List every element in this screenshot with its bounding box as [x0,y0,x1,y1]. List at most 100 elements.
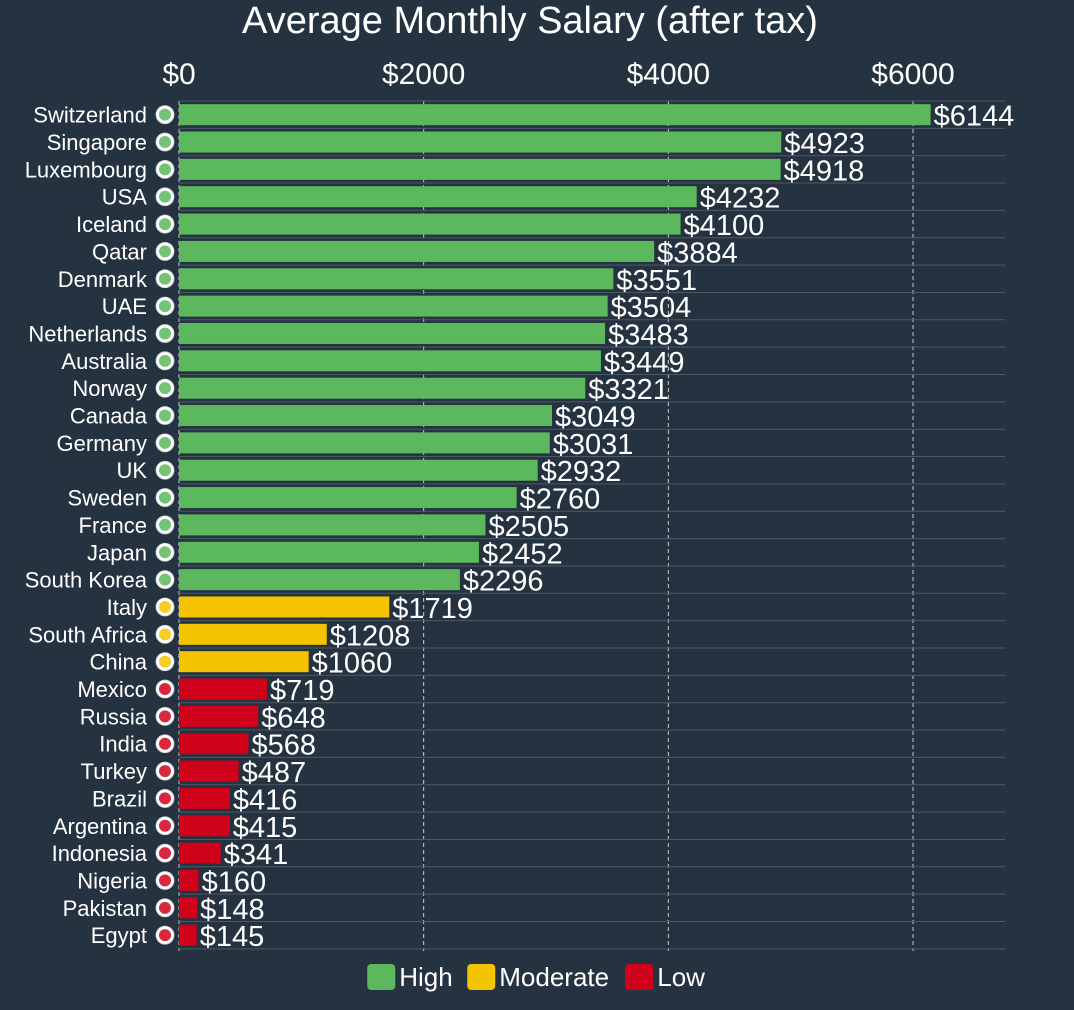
value-label: $3049 [555,402,636,434]
legend-item-low: Low [625,962,705,992]
x-tick-label: $4000 [627,58,710,91]
south-korea-flag-icon [155,570,175,590]
value-label: $2932 [541,456,622,488]
bar-italy [179,596,390,618]
x-tick-label: $6000 [871,58,954,91]
value-label: $487 [242,757,307,789]
category-label: Indonesia [52,841,148,866]
turkey-flag-icon [155,761,175,781]
bar-norway [179,377,586,399]
bar-argentina [179,815,230,837]
value-label: $160 [202,866,267,898]
category-label: Nigeria [77,868,147,893]
value-label: $6144 [934,101,1015,133]
category-label: South Korea [25,568,148,593]
category-label: Italy [107,595,147,620]
argentina-flag-icon [155,816,175,836]
category-label: Australia [61,349,147,374]
netherlands-flag-icon [155,324,175,343]
bar-germany [179,432,550,454]
flag-icons [155,105,175,945]
uk-flag-icon [155,460,175,480]
bar-japan [179,541,479,563]
value-label: $148 [200,894,265,926]
canada-flag-icon [155,406,175,425]
bar-sweden [179,487,517,509]
bar-mexico [179,678,267,700]
switzerland-flag-icon [155,105,175,125]
legend-label: Moderate [499,962,609,992]
bar-turkey [179,760,239,782]
value-label: $145 [200,921,265,953]
category-label: Russia [80,704,148,729]
legend-label: Low [657,962,705,992]
category-label: Norway [72,376,147,401]
bar-brazil [179,787,230,809]
value-label: $568 [251,730,316,762]
value-label: $2452 [482,538,563,570]
value-label: $3551 [616,265,697,297]
legend-label: High [399,962,452,992]
norway-flag-icon [155,378,175,398]
bar-china [179,651,309,673]
value-label: $415 [233,812,298,844]
bar-australia [179,350,601,372]
category-label: Sweden [67,486,147,511]
bar-canada [179,405,552,427]
value-label: $4923 [784,128,865,160]
denmark-flag-icon [155,269,175,289]
category-label: Turkey [81,759,147,784]
category-label: Japan [87,540,147,565]
bar-russia [179,705,259,727]
china-flag-icon [155,652,175,672]
value-label: $2296 [463,566,544,598]
iceland-flag-icon [155,214,175,234]
category-label: Singapore [47,130,147,155]
category-label: Netherlands [28,321,147,346]
value-label: $3483 [608,319,689,351]
bar-france [179,514,486,536]
value-label: $4100 [684,210,765,242]
category-label: UK [116,458,147,483]
chart-title: Average Monthly Salary (after tax) [242,0,818,42]
value-label: $3031 [553,429,634,461]
france-flag-icon [155,515,175,535]
category-label: Pakistan [63,896,147,921]
value-label: $341 [224,839,289,871]
bar-south-africa [179,623,327,645]
value-label: $3504 [611,292,692,324]
category-label: Iceland [76,212,147,237]
category-label: UAE [102,294,147,319]
bar-nigeria [179,869,199,891]
qatar-flag-icon [155,242,175,261]
bar-south-korea [179,569,460,591]
x-tick-label: $0 [162,58,195,91]
bar-qatar [179,240,655,262]
bar-egypt [179,924,197,946]
category-label: Canada [70,404,148,429]
india-flag-icon [155,734,175,754]
legend-item-high: High [367,962,453,992]
value-label: $719 [270,675,335,707]
australia-flag-icon [155,351,175,371]
value-label: $1208 [330,620,411,652]
bar-pakistan [179,897,198,919]
category-label: China [90,650,148,675]
value-label: $2505 [488,511,569,543]
value-label: $4232 [700,183,781,215]
category-label: Denmark [58,267,148,292]
germany-flag-icon [155,433,175,453]
category-label: Luxembourg [25,157,147,182]
row-separators [179,100,1005,950]
category-label: Germany [57,431,147,456]
value-label: $416 [233,784,298,816]
mexico-flag-icon [155,679,175,699]
bar-uae [179,295,608,317]
category-label: India [99,732,147,757]
legend-item-moderate: Moderate [467,962,609,992]
italy-flag-icon [155,597,175,617]
usa-flag-icon [155,187,175,207]
category-label: Switzerland [33,103,147,128]
singapore-flag-icon [155,132,175,152]
